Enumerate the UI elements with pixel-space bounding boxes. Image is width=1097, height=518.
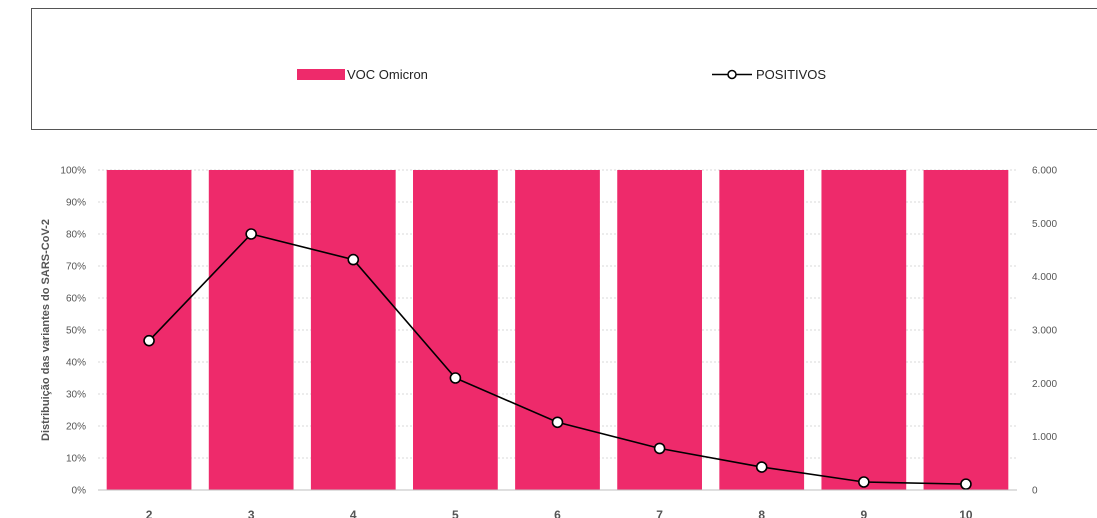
data-point [449, 372, 462, 384]
bar [310, 170, 396, 490]
data-point [347, 253, 360, 266]
data-point [960, 478, 972, 490]
y-tick-label: 70% [66, 262, 86, 273]
line-marker-icon [712, 69, 752, 80]
bar-swatch-icon [297, 69, 345, 80]
legend-label-voc-omicron: VOC Omicron [347, 67, 428, 82]
x-tick-label: 3 [248, 508, 255, 518]
y-tick-label: 80% [66, 230, 86, 241]
x-tick-label: 6 [554, 508, 561, 518]
y-tick-label: 100% [60, 166, 86, 177]
bar [515, 170, 600, 490]
bar [923, 170, 1009, 490]
y-tick-label: 50% [66, 326, 86, 337]
legend-item-voc-omicron: VOC Omicron [297, 67, 428, 82]
data-point [755, 461, 768, 473]
x-tick-label: 9 [860, 508, 867, 518]
y2-tick-label: 5.000 [1032, 219, 1057, 230]
chart-legend: VOC Omicron POSITIVOS [31, 8, 1097, 130]
y-tick-label: 40% [66, 358, 86, 369]
bar [208, 170, 294, 490]
data-point [143, 334, 155, 347]
data-point [653, 442, 666, 455]
y-axis-label: Distribuição das variantes do SARS-CoV-2 [40, 219, 52, 441]
y-tick-label: 90% [66, 198, 86, 209]
y2-tick-label: 0 [1032, 486, 1038, 497]
bar [106, 170, 192, 490]
x-tick-label: 10 [959, 508, 973, 518]
x-tick-label: 8 [758, 508, 765, 518]
y2-tick-label: 6.000 [1032, 166, 1057, 177]
axes: 0% 10% 20% 30% 40% 50% 60% 70% 80% 90% 100% 0 1.000 2… [60, 166, 1057, 518]
y-tick-label: 0% [72, 486, 87, 497]
data-point [551, 416, 564, 429]
bar [719, 170, 805, 490]
x-tick-label: 4 [350, 508, 357, 518]
bar-series [106, 170, 1009, 490]
y-tick-label: 60% [66, 294, 86, 305]
y2-tick-label: 1.000 [1032, 432, 1057, 443]
x-tick-label: 2 [146, 508, 153, 518]
x-tick-label: 5 [452, 508, 459, 518]
legend-item-positivos: POSITIVOS [712, 67, 826, 82]
y-tick-label: 10% [66, 454, 86, 465]
line-series [143, 228, 972, 490]
data-point [245, 228, 257, 240]
y2-tick-label: 2.000 [1032, 379, 1057, 390]
bar [821, 170, 907, 490]
y2-tick-label: 3.000 [1032, 326, 1057, 337]
data-point [858, 476, 870, 488]
y2-tick-label: 4.000 [1032, 272, 1057, 283]
x-tick-label: 7 [656, 508, 663, 518]
y-tick-label: 30% [66, 390, 86, 401]
legend-label-positivos: POSITIVOS [756, 67, 827, 82]
bar [617, 170, 702, 490]
y-tick-label: 20% [66, 422, 86, 433]
bar [413, 170, 498, 490]
